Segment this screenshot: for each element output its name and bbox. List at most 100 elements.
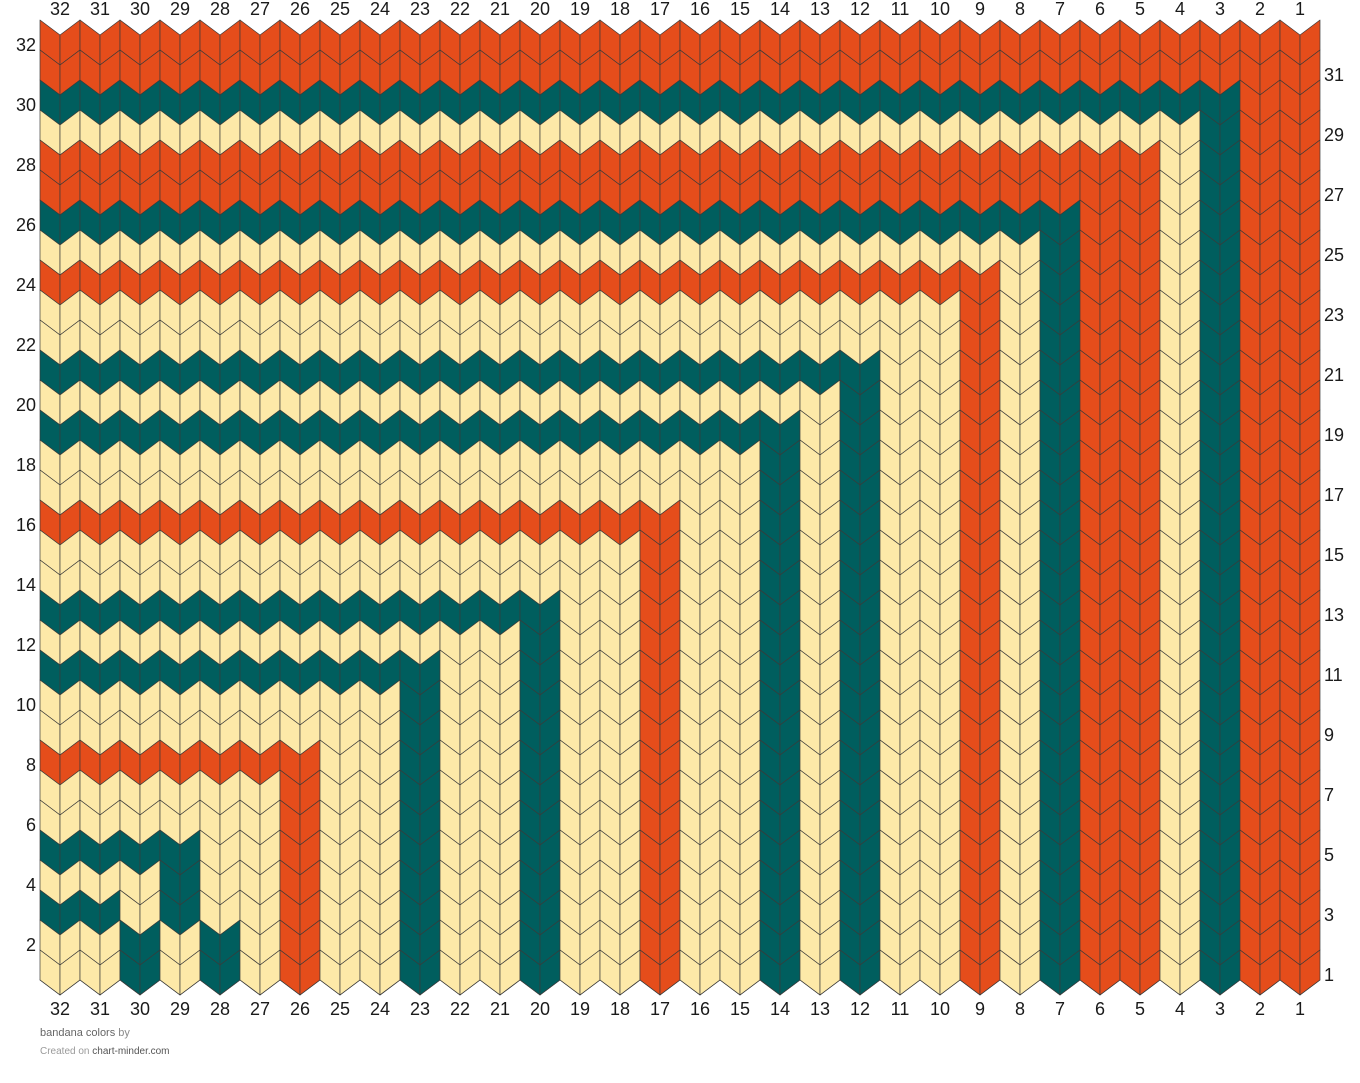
column-number-bottom: 24	[370, 999, 390, 1019]
row-numbers-left: 32 30 28 26 24 22 20 18 16 14 12 10 8 6 4 2	[16, 35, 36, 955]
row-number-left: 28	[16, 155, 36, 175]
column-numbers-top: 32 31 30 29 28 27 26 25 24 23 22 21 20 19 18 17 16 15 14 13…	[50, 0, 1305, 19]
column-number-top: 12	[850, 0, 870, 19]
column-number-bottom: 28	[210, 999, 230, 1019]
column-number-bottom: 1	[1295, 999, 1305, 1019]
column-number-bottom: 23	[410, 999, 430, 1019]
row-number-right: 29	[1324, 125, 1344, 145]
column-number-bottom: 8	[1015, 999, 1025, 1019]
column-number-top: 3	[1215, 0, 1225, 19]
row-number-left: 26	[16, 215, 36, 235]
column-number-bottom: 20	[530, 999, 550, 1019]
column-number-bottom: 21	[490, 999, 510, 1019]
column-number-top: 30	[130, 0, 150, 19]
column-number-bottom: 31	[90, 999, 110, 1019]
row-number-left: 6	[26, 815, 36, 835]
row-number-right: 11	[1324, 665, 1343, 685]
column-number-top: 18	[610, 0, 630, 19]
row-number-right: 25	[1324, 245, 1344, 265]
column-number-top: 14	[770, 0, 790, 19]
column-number-bottom: 19	[570, 999, 590, 1019]
row-number-left: 16	[16, 515, 36, 535]
row-number-left: 32	[16, 35, 36, 55]
row-number-left: 8	[26, 755, 36, 775]
column-number-bottom: 17	[650, 999, 670, 1019]
row-number-right: 21	[1324, 365, 1344, 385]
column-number-top: 5	[1135, 0, 1145, 19]
column-number-bottom: 4	[1175, 999, 1185, 1019]
column-number-bottom: 16	[690, 999, 710, 1019]
row-number-left: 20	[16, 395, 36, 415]
column-number-bottom: 9	[975, 999, 985, 1019]
column-number-top: 27	[250, 0, 270, 19]
created-on-label: Created on	[40, 1046, 89, 1057]
column-number-top: 13	[810, 0, 830, 19]
column-number-top: 10	[930, 0, 950, 19]
row-number-left: 2	[26, 935, 36, 955]
column-number-bottom: 29	[170, 999, 190, 1019]
column-number-top: 11	[891, 0, 910, 19]
column-number-top: 25	[330, 0, 350, 19]
column-number-top: 1	[1295, 0, 1305, 19]
column-number-bottom: 26	[290, 999, 310, 1019]
column-number-bottom: 15	[730, 999, 750, 1019]
created-on-credit: Created on chart-minder.com	[40, 1046, 170, 1057]
row-number-left: 14	[16, 575, 36, 595]
column-number-bottom: 6	[1095, 999, 1105, 1019]
column-number-bottom: 10	[930, 999, 950, 1019]
row-number-right: 3	[1324, 905, 1334, 925]
pattern-title: bandana colors	[40, 1027, 115, 1039]
row-number-right: 23	[1324, 305, 1344, 325]
row-number-right: 9	[1324, 725, 1334, 745]
row-number-left: 22	[16, 335, 36, 355]
column-number-top: 20	[530, 0, 550, 19]
row-number-right: 5	[1324, 845, 1334, 865]
column-number-top: 24	[370, 0, 390, 19]
column-number-top: 17	[650, 0, 670, 19]
column-number-top: 8	[1015, 0, 1025, 19]
column-number-top: 22	[450, 0, 470, 19]
column-number-top: 23	[410, 0, 430, 19]
pattern-credit: bandana colors by	[40, 1027, 130, 1039]
column-number-top: 9	[975, 0, 985, 19]
column-number-top: 28	[210, 0, 230, 19]
column-number-top: 6	[1095, 0, 1105, 19]
column-number-top: 19	[570, 0, 590, 19]
column-number-bottom: 12	[850, 999, 870, 1019]
column-number-top: 26	[290, 0, 310, 19]
by-label: by	[118, 1027, 130, 1039]
column-number-bottom: 11	[891, 999, 910, 1019]
row-number-left: 12	[16, 635, 36, 655]
row-number-right: 31	[1324, 65, 1344, 85]
row-number-right: 7	[1324, 785, 1334, 805]
column-number-top: 32	[50, 0, 70, 19]
column-number-bottom: 7	[1055, 999, 1065, 1019]
row-number-right: 27	[1324, 185, 1344, 205]
row-number-right: 17	[1324, 485, 1344, 505]
column-number-bottom: 30	[130, 999, 150, 1019]
row-number-right: 13	[1324, 605, 1344, 625]
column-number-top: 15	[730, 0, 750, 19]
column-number-top: 2	[1255, 0, 1265, 19]
site-link[interactable]: chart-minder.com	[92, 1046, 169, 1057]
column-numbers-bottom: 32 31 30 29 28 27 26 25 24 23 22 21 20 19 18 17 16 15 14 13…	[50, 999, 1305, 1019]
column-number-bottom: 2	[1255, 999, 1265, 1019]
row-number-left: 10	[16, 695, 36, 715]
column-number-top: 29	[170, 0, 190, 19]
column-number-top: 16	[690, 0, 710, 19]
row-number-left: 30	[16, 95, 36, 115]
column-number-bottom: 22	[450, 999, 470, 1019]
stitch-grid	[40, 20, 1320, 995]
column-number-bottom: 13	[810, 999, 830, 1019]
column-number-top: 4	[1175, 0, 1185, 19]
row-number-left: 24	[16, 275, 36, 295]
column-number-bottom: 5	[1135, 999, 1145, 1019]
row-number-right: 15	[1324, 545, 1344, 565]
column-number-top: 21	[490, 0, 510, 19]
column-number-bottom: 27	[250, 999, 270, 1019]
column-number-bottom: 3	[1215, 999, 1225, 1019]
column-number-bottom: 25	[330, 999, 350, 1019]
column-number-top: 31	[90, 0, 110, 19]
